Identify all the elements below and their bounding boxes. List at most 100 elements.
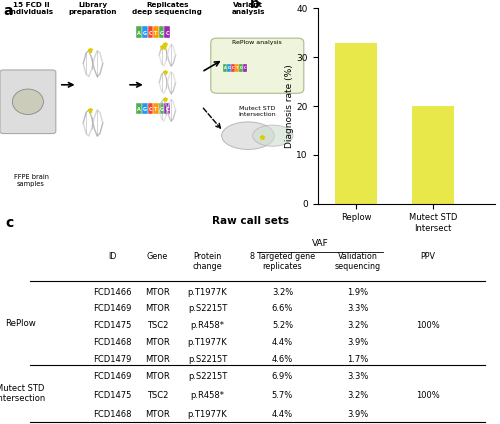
Bar [164,26,170,38]
Ellipse shape [252,125,293,146]
Text: p.T1977K: p.T1977K [188,287,228,297]
Text: C: C [148,31,152,36]
Text: Validation
sequencing: Validation sequencing [334,252,380,271]
Text: 3.2%: 3.2% [272,287,293,297]
Text: T: T [236,66,238,70]
Text: 1.9%: 1.9% [347,287,368,297]
Text: RePlow analysis: RePlow analysis [232,40,282,45]
Text: 100%: 100% [416,391,440,400]
Text: FCD1468: FCD1468 [93,338,132,347]
Text: 6.9%: 6.9% [272,372,293,382]
Text: 4.6%: 4.6% [272,355,293,364]
Bar [223,64,227,72]
Text: VAF: VAF [312,239,328,248]
Bar [158,103,164,114]
Text: ID: ID [108,252,116,261]
Y-axis label: Diagnosis rate (%): Diagnosis rate (%) [284,64,294,148]
Text: p.S2215T: p.S2215T [188,372,227,382]
Bar [335,42,378,204]
Text: FFPE brain
samples: FFPE brain samples [14,174,48,187]
Text: Protein
change: Protein change [192,252,222,271]
Text: Replicates
deep sequencing: Replicates deep sequencing [132,2,202,15]
Bar [148,26,153,38]
Bar [412,106,455,204]
Text: 5.7%: 5.7% [272,391,293,400]
Text: T: T [154,107,158,112]
Bar [136,103,142,114]
Text: G: G [160,31,164,36]
Text: 1.7%: 1.7% [347,355,368,364]
Text: A: A [138,107,141,112]
Text: C: C [166,31,169,36]
Ellipse shape [222,122,274,150]
Text: PPV: PPV [420,252,435,261]
Bar [136,26,142,38]
Bar [232,64,235,72]
Bar [244,64,247,72]
Text: 15 FCD II
Individuals: 15 FCD II Individuals [8,2,54,15]
Bar [240,64,243,72]
Text: p.R458*: p.R458* [190,391,224,400]
Text: p.R458*: p.R458* [190,321,224,330]
Text: 3.3%: 3.3% [347,372,368,382]
Bar [153,26,158,38]
Text: C: C [232,66,234,70]
Text: FCD1469: FCD1469 [94,372,132,382]
Text: p.T1977K: p.T1977K [188,410,228,419]
Text: 5.2%: 5.2% [272,321,293,330]
Text: 3.9%: 3.9% [347,410,368,419]
Text: 100%: 100% [416,321,440,330]
Text: MTOR: MTOR [145,355,170,364]
Text: 3.9%: 3.9% [347,338,368,347]
Text: Gene: Gene [147,252,168,261]
Text: A: A [224,66,226,70]
Text: MTOR: MTOR [145,338,170,347]
Text: MTOR: MTOR [145,287,170,297]
Text: G: G [143,107,147,112]
Text: FCD1466: FCD1466 [93,287,132,297]
Text: a: a [3,4,13,18]
Text: T: T [154,31,158,36]
Text: MTOR: MTOR [145,372,170,382]
Text: 8 Targeted gene
replicates: 8 Targeted gene replicates [250,252,315,271]
Bar [142,26,148,38]
Bar [153,103,158,114]
Text: Raw call sets: Raw call sets [212,216,288,226]
Text: 4.4%: 4.4% [272,338,293,347]
FancyBboxPatch shape [211,38,304,93]
Text: FCD1475: FCD1475 [94,321,132,330]
Text: b: b [250,0,260,11]
Text: p.S2215T: p.S2215T [188,355,227,364]
Text: FCD1475: FCD1475 [94,391,132,400]
Text: MTOR: MTOR [145,410,170,419]
Text: C: C [166,107,169,112]
Bar [227,64,231,72]
Text: Mutect STD
Intersection: Mutect STD Intersection [238,106,276,117]
Text: Library
preparation: Library preparation [69,2,117,15]
Text: 6.6%: 6.6% [272,304,293,313]
Text: FCD1468: FCD1468 [93,410,132,419]
Text: c: c [5,216,13,230]
Text: C: C [148,107,152,112]
Text: G: G [143,31,147,36]
Text: FCD1479: FCD1479 [94,355,132,364]
Text: 3.2%: 3.2% [347,391,368,400]
Text: G: G [240,66,242,70]
Bar [148,103,153,114]
Text: G: G [228,66,230,70]
Text: Variant
analysis: Variant analysis [231,2,265,15]
Text: RePlow: RePlow [4,319,36,328]
Text: 3.2%: 3.2% [347,321,368,330]
Bar [142,103,148,114]
Text: Mutect STD
Intersection: Mutect STD Intersection [0,384,45,403]
Text: 3.3%: 3.3% [347,304,368,313]
Text: G: G [160,107,164,112]
Text: A: A [138,31,141,36]
Bar [236,64,239,72]
Text: C: C [244,66,246,70]
Ellipse shape [12,89,44,114]
Text: 4.4%: 4.4% [272,410,293,419]
Text: p.T1977K: p.T1977K [188,338,228,347]
Bar [158,26,164,38]
Bar [164,103,170,114]
